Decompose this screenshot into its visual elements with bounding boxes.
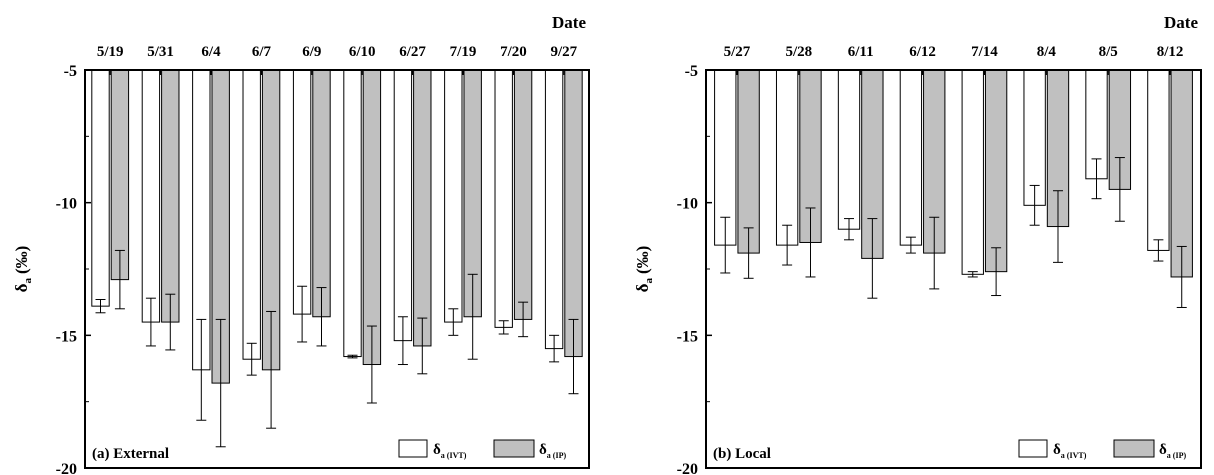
- y-tick-label: -15: [56, 328, 77, 345]
- category-label: 7/19: [450, 44, 477, 60]
- legend-label-ivt-symbol: δ: [1053, 442, 1061, 458]
- bar-ip: [984, 69, 1008, 273]
- legend-label-ivt: δa (IVT): [1053, 442, 1087, 460]
- legend-swatch-ivt: [1018, 439, 1048, 458]
- category-label: 8/12: [1157, 44, 1184, 60]
- legend-label-ivt-symbol: δ: [433, 442, 441, 458]
- plot-frame: [84, 69, 590, 469]
- category-label: 6/12: [909, 44, 936, 60]
- category-label: 6/9: [302, 44, 321, 60]
- category-label: 6/11: [848, 44, 874, 60]
- y-axis-title-unit: (‰): [633, 246, 652, 274]
- bar-ip: [564, 69, 583, 358]
- panel-label: (a) External: [92, 446, 169, 462]
- y-axis-title: δa (‰): [12, 246, 34, 293]
- bar-ivt: [544, 69, 564, 350]
- category-label: 8/4: [1037, 44, 1057, 60]
- legend: δa (IVT) δa (IP): [1018, 439, 1186, 460]
- y-axis-title-symbol: δ: [12, 283, 31, 292]
- legend: δa (IVT) δa (IP): [398, 439, 566, 460]
- legend-label-ip: δa (IP): [1159, 442, 1186, 460]
- error-bars-group: [720, 157, 1187, 308]
- category-label: 6/27: [399, 44, 426, 60]
- category-label: 7/20: [500, 44, 527, 60]
- bar-ivt: [837, 69, 861, 230]
- legend-swatch-ip: [493, 439, 535, 458]
- bar-ip: [413, 69, 432, 347]
- y-axis-title-unit: (‰): [12, 246, 31, 274]
- category-labels-group: 5/27 5/28 6/11 6/12 7/14 8/4 8/5 8/12: [724, 44, 1184, 75]
- bar-ivt: [494, 69, 513, 328]
- bar-ip: [362, 69, 382, 366]
- legend-label-ivt-subscript: a (IVT): [441, 451, 467, 460]
- bar-ivt: [91, 69, 110, 307]
- y-tick-label: -10: [677, 196, 698, 213]
- y-tick-label: -20: [56, 461, 77, 475]
- y-tick-label: -10: [56, 196, 77, 213]
- y-tick-label: -20: [677, 461, 698, 475]
- legend-swatch-ivt: [398, 439, 428, 458]
- bars-group: [91, 69, 583, 384]
- category-label: 5/31: [147, 44, 174, 60]
- panel-label: (b) Local: [713, 446, 771, 462]
- y-tick-label: -5: [685, 63, 698, 80]
- bar-ivt: [141, 69, 161, 323]
- legend-label-ivt-subscript: a (IVT): [1061, 451, 1087, 460]
- bar-ivt: [775, 69, 799, 246]
- bar-ivt: [393, 69, 413, 342]
- plot-frame: [705, 69, 1202, 469]
- panel-a-external: -5 -10 -15 -20 5/19 5/31 6/4 6/7 6/9 6/10 6/27 7/1…: [12, 13, 590, 475]
- bar-ip: [1170, 69, 1193, 278]
- legend-label-ivt: δa (IVT): [433, 442, 467, 460]
- category-label: 6/7: [252, 44, 272, 60]
- y-axis-title-subscript: a: [643, 278, 655, 284]
- category-label: 6/4: [201, 44, 221, 60]
- ticks-group: -5 -10 -15 -20: [56, 63, 91, 475]
- bar-ivt: [343, 69, 362, 358]
- bar-ivt: [444, 69, 463, 323]
- bar-ivt: [242, 69, 261, 360]
- y-axis-title: δa (‰): [633, 246, 655, 293]
- bar-ip: [161, 69, 180, 323]
- category-label: 7/14: [971, 44, 998, 60]
- legend-swatch-ip: [1113, 439, 1155, 458]
- bar-ivt: [292, 69, 312, 315]
- category-label: 6/10: [349, 44, 376, 60]
- legend-label-ip-subscript: a (IP): [1167, 451, 1187, 460]
- bar-ip: [312, 69, 331, 318]
- category-label: 8/5: [1099, 44, 1118, 60]
- bar-ip: [110, 69, 130, 281]
- x-axis-title: Date: [1164, 13, 1198, 32]
- legend-label-ip-subscript: a (IP): [547, 451, 567, 460]
- category-label: 5/19: [97, 44, 124, 60]
- category-label: 5/27: [724, 44, 751, 60]
- error-bars-group: [95, 249, 579, 448]
- category-label: 5/28: [785, 44, 812, 60]
- bars-group: [714, 69, 1193, 278]
- bar-ivt: [899, 69, 923, 246]
- bar-ivt: [1147, 69, 1170, 251]
- bar-ip: [513, 69, 533, 320]
- y-axis-title-subscript: a: [22, 278, 34, 284]
- panel-b-local: -5 -10 -15 -20 5/27 5/28 6/11 6/12 7/14 8/4 8/5 8/…: [633, 13, 1202, 475]
- bar-ip: [737, 69, 760, 254]
- category-labels-group: 5/19 5/31 6/4 6/7 6/9 6/10 6/27 7/19 7/20 9/27: [97, 44, 578, 75]
- bar-ivt: [961, 69, 984, 275]
- x-axis-title: Date: [552, 13, 586, 32]
- y-axis-title-symbol: δ: [633, 283, 652, 292]
- legend-label-ip-symbol: δ: [539, 442, 547, 458]
- y-tick-label: -5: [64, 63, 77, 80]
- y-tick-label: -15: [677, 328, 698, 345]
- category-label: 9/27: [550, 44, 577, 60]
- ticks-group: -5 -10 -15 -20: [677, 63, 712, 475]
- legend-label-ip-symbol: δ: [1159, 442, 1167, 458]
- legend-label-ip: δa (IP): [539, 442, 566, 460]
